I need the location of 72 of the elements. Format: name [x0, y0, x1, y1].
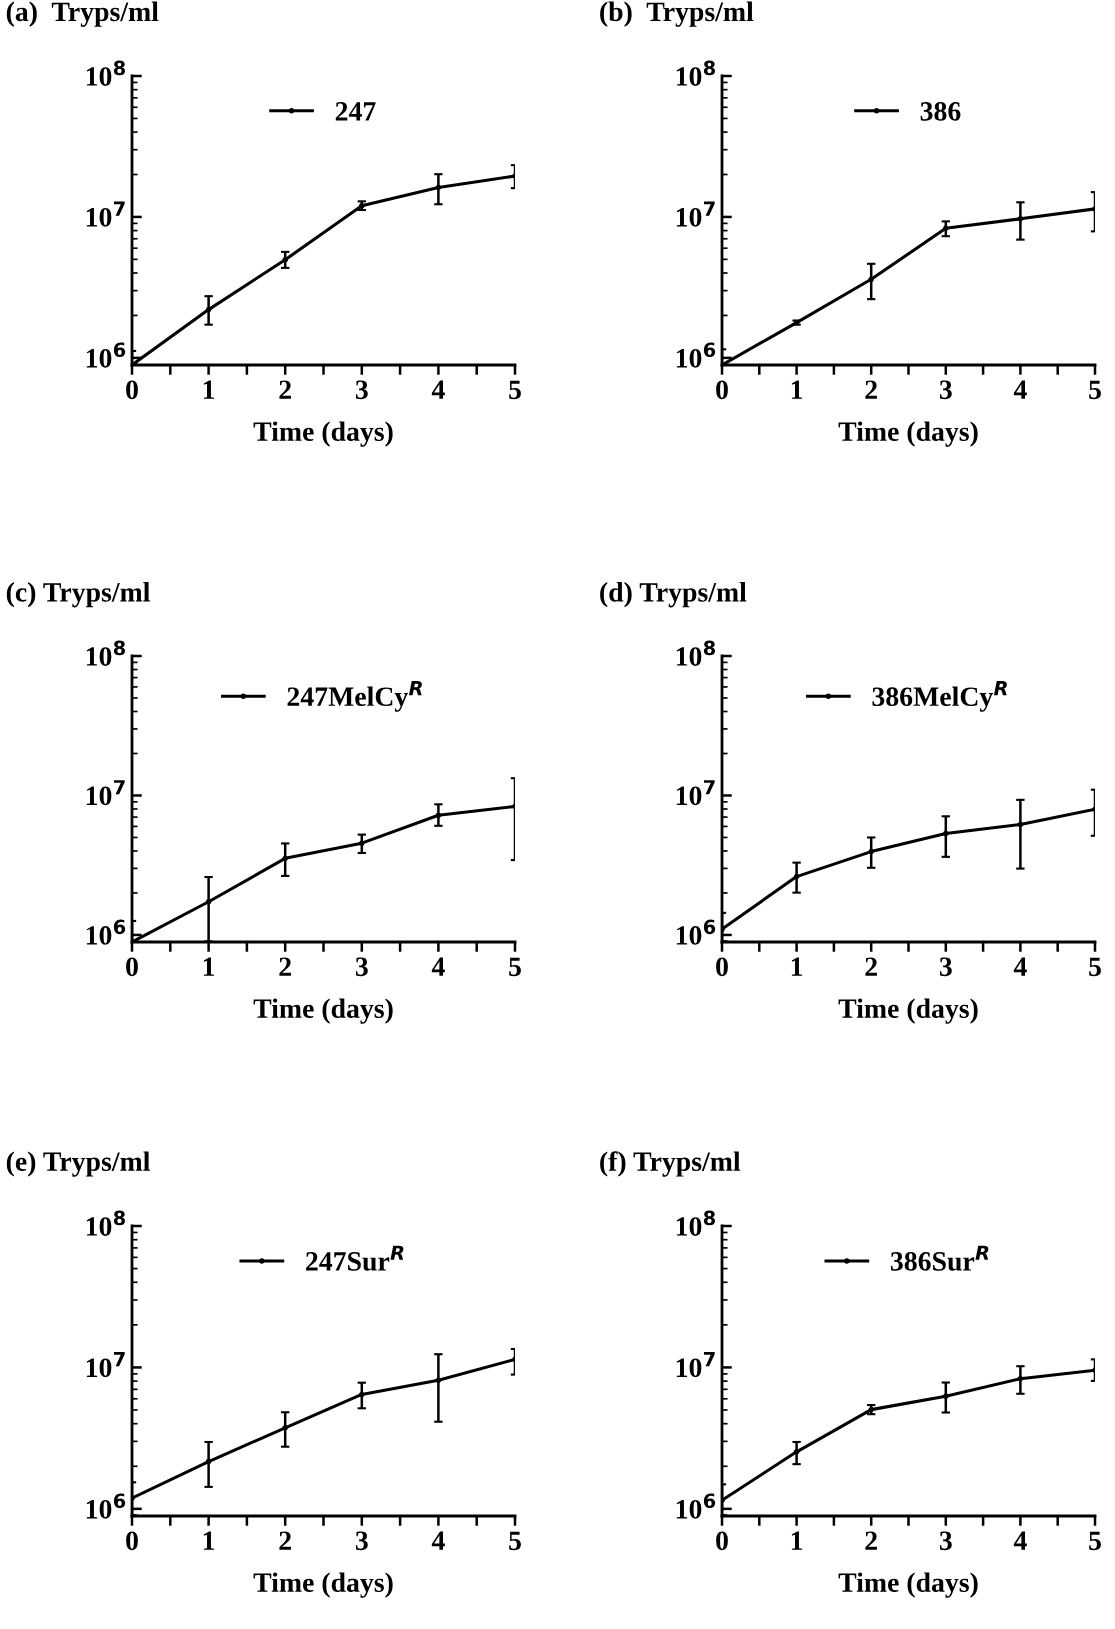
y-tick-label: 10$^{8}$ [86, 640, 126, 666]
y-tick-label: 10$^{8}$ [86, 1210, 126, 1236]
y-tick-label: 10$^{7}$ [676, 1352, 715, 1378]
x-tick-label: 1 [791, 957, 803, 976]
x-tick-label: 0 [716, 957, 728, 977]
chart-title: (b) Tryps/ml [600, 1, 754, 27]
x-tick-label: 0 [716, 380, 728, 400]
x-tick-label: 5 [1089, 1531, 1101, 1551]
x-tick-label: 3 [355, 380, 368, 400]
legend-label: 386 [920, 101, 961, 121]
x-tick-label: 0 [126, 380, 138, 400]
x-tick-label: 4 [431, 380, 445, 399]
x-tick-label: 4 [1013, 1531, 1027, 1550]
x-tick-label: 1 [791, 1531, 803, 1550]
y-tick-label: 10$^{7}$ [86, 780, 125, 806]
y-tick-label: 10$^{6}$ [86, 1493, 126, 1519]
y-tick-label: 10$^{6}$ [86, 342, 126, 368]
chart-title: (d) Tryps/ml [600, 582, 747, 608]
x-tick-label: 5 [509, 1531, 521, 1551]
x-tick-label: 3 [355, 957, 368, 977]
chart-title: (a) Tryps/ml [6, 1, 159, 27]
x-tick-label: 2 [279, 1531, 291, 1550]
x-tick-label: 4 [1013, 380, 1027, 399]
x-tick-label: 1 [203, 1531, 215, 1550]
x-tick-label: 4 [1013, 957, 1027, 976]
x-tick-label: 3 [939, 1531, 952, 1551]
y-tick-label: 10$^{6}$ [676, 1493, 716, 1519]
x-tick-label: 4 [431, 957, 445, 976]
x-tick-label: 5 [509, 957, 521, 977]
legend-label: 247 [335, 102, 376, 121]
y-tick-label: 10$^{8}$ [676, 60, 716, 86]
x-tick-label: 3 [355, 1531, 368, 1551]
x-axis-title: Time (days) [838, 1572, 978, 1598]
legend-label: 247Sur$^{R}$ [306, 1245, 404, 1271]
x-tick-label: 2 [865, 380, 877, 399]
x-tick-label: 0 [126, 1531, 138, 1551]
y-tick-label: 10$^{6}$ [86, 919, 126, 945]
x-tick-label: 3 [939, 957, 952, 977]
x-axis-title: Time (days) [253, 421, 393, 447]
x-tick-label: 2 [279, 957, 291, 976]
x-tick-label: 2 [279, 380, 291, 399]
y-tick-label: 10$^{7}$ [676, 201, 715, 227]
y-tick-label: 10$^{8}$ [86, 60, 126, 86]
x-axis-title: Time (days) [253, 998, 393, 1024]
chart-title: (e) Tryps/ml [6, 1151, 150, 1177]
y-tick-label: 10$^{6}$ [676, 919, 716, 945]
x-tick-label: 5 [1089, 380, 1101, 400]
legend-label: 247MelCy$^{R}$ [287, 681, 422, 712]
legend-label: 386Sur$^{R}$ [890, 1245, 989, 1271]
x-axis-title: Time (days) [838, 998, 978, 1024]
x-tick-label: 1 [203, 380, 215, 399]
x-tick-label: 0 [716, 1531, 728, 1551]
x-tick-label: 1 [203, 957, 215, 976]
y-tick-label: 10$^{8}$ [676, 1210, 716, 1236]
x-tick-label: 2 [865, 1531, 877, 1550]
x-tick-label: 0 [126, 957, 138, 977]
x-tick-label: 4 [431, 1531, 445, 1550]
x-axis-title: Time (days) [838, 421, 978, 447]
x-tick-label: 3 [939, 380, 952, 400]
x-axis-title: Time (days) [253, 1572, 393, 1598]
x-tick-label: 2 [865, 957, 877, 976]
x-tick-label: 5 [509, 380, 521, 400]
chart-title: (f) Tryps/ml [600, 1151, 741, 1177]
x-tick-label: 1 [791, 380, 803, 399]
y-tick-label: 10$^{7}$ [86, 201, 125, 227]
x-tick-label: 5 [1089, 957, 1101, 977]
y-tick-label: 10$^{7}$ [86, 1352, 125, 1378]
y-tick-label: 10$^{7}$ [676, 780, 715, 806]
legend-label: 386MelCy$^{R}$ [872, 681, 1007, 712]
y-tick-label: 10$^{8}$ [676, 640, 716, 666]
chart-title: (c) Tryps/ml [6, 582, 150, 608]
y-tick-label: 10$^{6}$ [676, 342, 716, 368]
